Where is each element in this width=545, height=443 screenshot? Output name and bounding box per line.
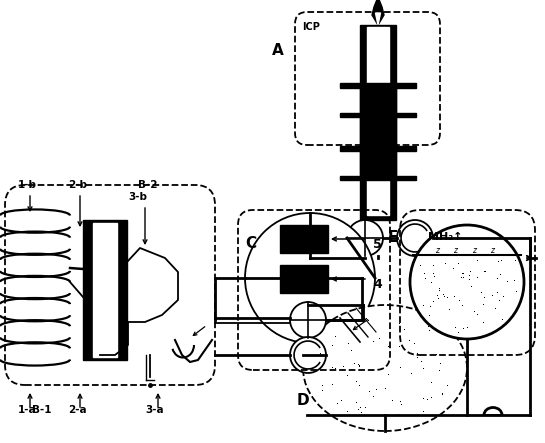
- Text: 2-a: 2-a: [68, 405, 87, 415]
- Polygon shape: [376, 13, 380, 25]
- Text: 2-b: 2-b: [68, 180, 87, 190]
- Text: 3-a: 3-a: [145, 405, 164, 415]
- Circle shape: [290, 302, 326, 338]
- Polygon shape: [367, 27, 389, 215]
- Polygon shape: [280, 225, 328, 253]
- Text: E: E: [388, 230, 398, 245]
- Circle shape: [410, 225, 524, 339]
- Text: B-2: B-2: [138, 180, 158, 190]
- Text: D: D: [297, 393, 310, 408]
- Polygon shape: [340, 175, 416, 180]
- Polygon shape: [280, 265, 328, 293]
- Text: 3-b: 3-b: [128, 192, 147, 202]
- Text: z: z: [472, 246, 476, 255]
- Circle shape: [245, 213, 375, 343]
- Polygon shape: [93, 223, 117, 357]
- Text: B-1: B-1: [32, 405, 51, 415]
- Text: A: A: [272, 43, 284, 58]
- Text: 1-a: 1-a: [18, 405, 37, 415]
- Polygon shape: [372, 0, 384, 25]
- Text: MH₂↑: MH₂↑: [428, 232, 463, 242]
- Polygon shape: [360, 85, 396, 175]
- Polygon shape: [340, 145, 416, 151]
- Polygon shape: [360, 25, 396, 220]
- Text: z: z: [435, 246, 439, 255]
- Circle shape: [290, 337, 326, 373]
- Polygon shape: [83, 220, 127, 360]
- Text: 5: 5: [373, 238, 382, 251]
- Text: 4: 4: [373, 278, 382, 291]
- Circle shape: [397, 220, 433, 256]
- Polygon shape: [340, 82, 416, 88]
- Circle shape: [347, 220, 383, 256]
- Polygon shape: [340, 113, 416, 117]
- Text: ICP: ICP: [302, 22, 320, 32]
- Text: z: z: [490, 246, 494, 255]
- Ellipse shape: [303, 305, 467, 431]
- Text: C: C: [245, 236, 256, 251]
- Text: z: z: [453, 246, 457, 255]
- Text: 1-b: 1-b: [18, 180, 37, 190]
